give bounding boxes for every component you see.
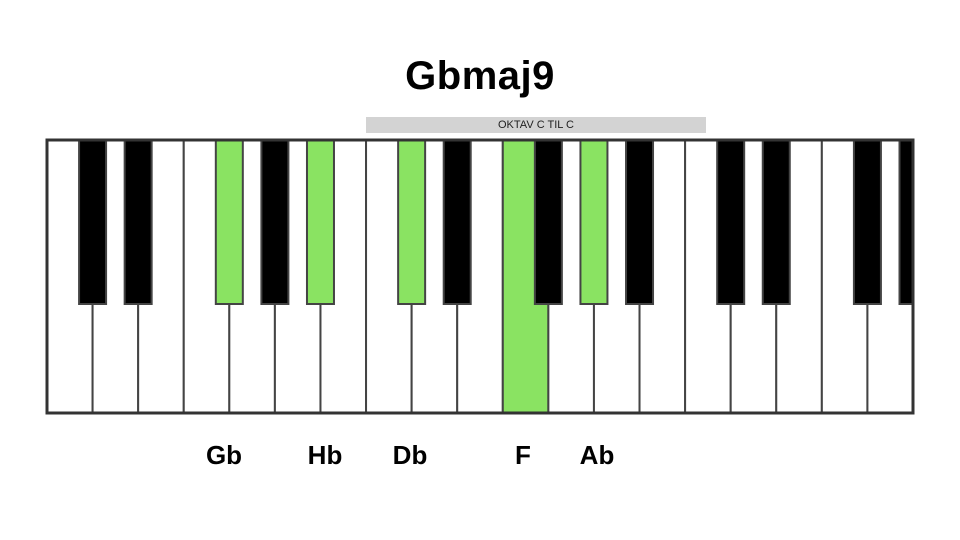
black-key <box>852 140 882 305</box>
black-keys <box>78 140 913 305</box>
black-key <box>898 140 913 305</box>
keyboard-border <box>45 138 915 415</box>
black-key <box>533 140 563 305</box>
black-key <box>761 140 791 305</box>
black-key-highlighted <box>214 140 244 305</box>
black-key <box>260 140 290 305</box>
note-label-gb: Gb <box>205 440 243 470</box>
black-key-highlighted <box>579 140 609 305</box>
black-key <box>625 140 655 305</box>
note-label-hb: Hb <box>307 440 343 470</box>
black-key-highlighted <box>397 140 427 305</box>
note-label-ab: Ab <box>579 440 615 470</box>
black-key <box>78 140 108 305</box>
black-key <box>123 140 153 305</box>
octave-range-bar: OKTAV C TIL C <box>366 117 706 133</box>
black-key <box>442 140 472 305</box>
note-label-db: Db <box>392 440 428 470</box>
note-label-f: F <box>515 440 531 470</box>
black-key <box>716 140 746 305</box>
chord-title: Gbmaj9 <box>405 54 555 98</box>
black-key-highlighted <box>305 140 335 305</box>
